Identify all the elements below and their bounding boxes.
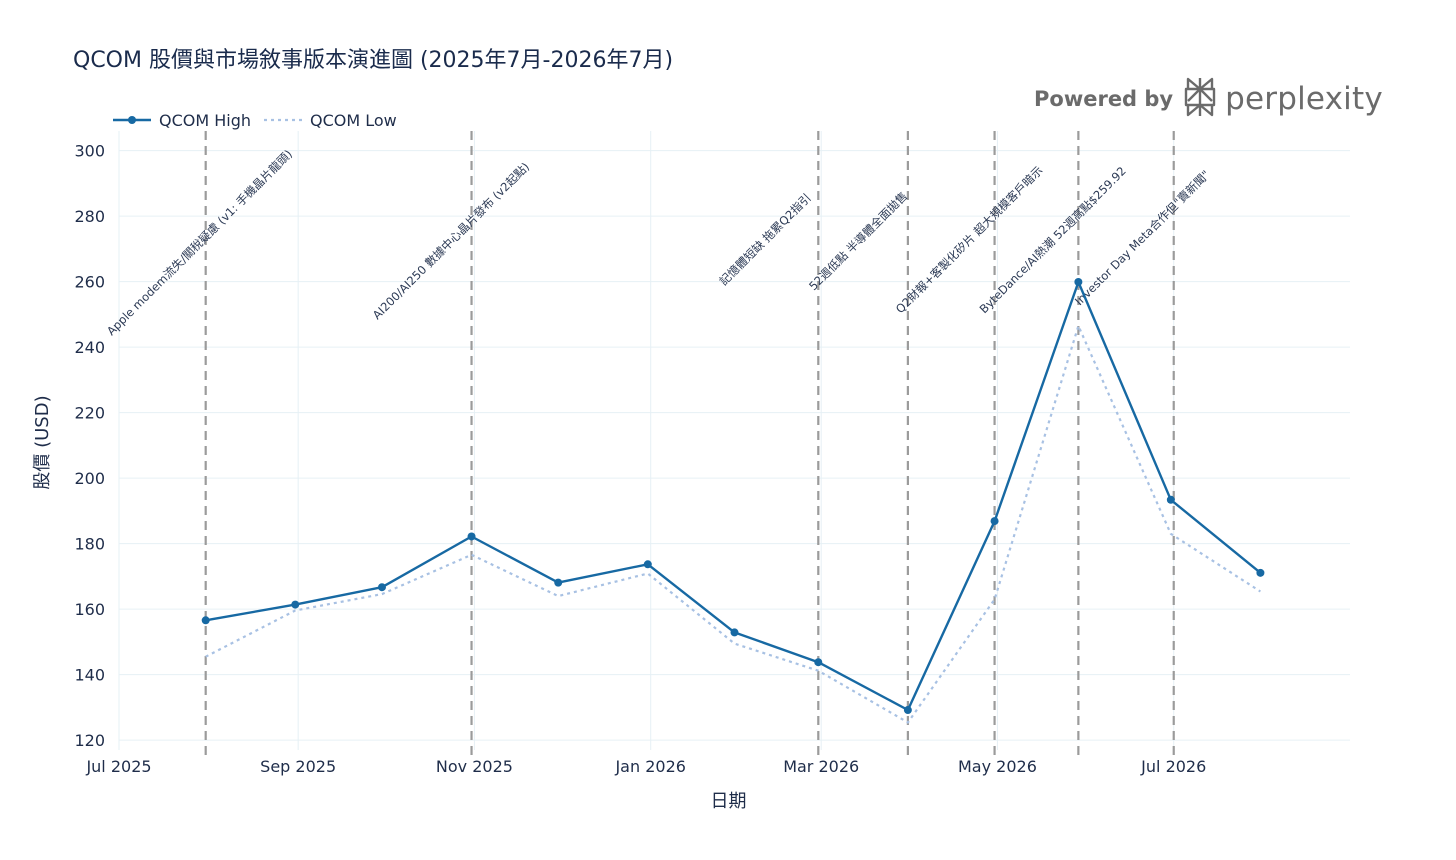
data-point (554, 578, 563, 587)
data-point (1256, 568, 1265, 577)
data-point (1074, 277, 1083, 286)
event-annotation: 52週低點 半導體全面拋售 (806, 189, 910, 293)
x-tick-label: Jul 2025 (85, 757, 151, 776)
y-tick-label: 180 (74, 535, 105, 554)
data-point (990, 517, 999, 526)
y-tick-label: 140 (74, 666, 105, 685)
legend-label-high: QCOM High (159, 111, 251, 130)
grid-layer (118, 131, 1350, 750)
event-annotation: Q2財報+客製化矽片 超大規模客戶暗示 (893, 163, 1046, 316)
data-point (377, 583, 386, 592)
y-tick-label: 120 (74, 731, 105, 750)
x-tick-label: May 2026 (958, 757, 1037, 776)
event-annotation: ByteDance/AI熱潮 52週高點$259.92 (977, 164, 1129, 316)
series-line-low (205, 324, 1261, 724)
event-annotation: AI200/AI250 數據中心晶片發布 (v2起點) (370, 160, 532, 322)
powered-by-label: Powered by (1034, 87, 1174, 111)
data-point (814, 658, 823, 667)
x-tick-label: Mar 2026 (783, 757, 859, 776)
x-axis-title: 日期 (711, 791, 747, 812)
perplexity-wordmark: perplexity (1225, 81, 1383, 117)
y-tick-label: 200 (74, 469, 105, 488)
y-tick-label: 220 (74, 404, 105, 423)
data-point (730, 628, 739, 637)
x-tick-label: Nov 2025 (436, 757, 513, 776)
y-tick-label: 160 (74, 600, 105, 619)
powered-by-brand: Powered by perplexity (1034, 76, 1383, 122)
x-tick-label: Sep 2025 (260, 757, 336, 776)
y-tick-label: 280 (74, 207, 105, 226)
series-line-high (205, 280, 1262, 712)
y-tick-label: 240 (74, 338, 105, 357)
x-tick-label: Jan 2026 (614, 757, 685, 776)
axis-layer: 120 140 160 180 200 220 240 260 280 300 Jul 2025 Se… (32, 142, 1206, 812)
perplexity-logo-icon (1183, 76, 1217, 122)
data-point (201, 616, 210, 625)
series-layer (201, 277, 1265, 724)
data-point (903, 706, 912, 715)
x-tick-label: Jul 2026 (1140, 757, 1206, 776)
y-tick-label: 260 (74, 273, 105, 292)
chart-title: QCOM 股價與市場敘事版本演進圖 (2025年7月-2026年7月) (73, 48, 674, 73)
event-annotation: 記憶體短缺 拖累Q2指引 (717, 191, 814, 288)
legend: QCOM High QCOM Low (113, 111, 397, 130)
legend-marker-high (128, 116, 136, 124)
data-point (643, 560, 652, 569)
y-tick-label: 300 (74, 142, 105, 161)
data-point (1166, 495, 1175, 504)
y-axis-title: 股價 (USD) (32, 395, 53, 489)
event-annotation: Apple modem流失/關稅疑慮 (v1: 手機晶片龍頭) (104, 147, 295, 338)
data-point (467, 532, 476, 541)
legend-label-low: QCOM Low (310, 111, 397, 130)
event-layer: Apple modem流失/關稅疑慮 (v1: 手機晶片龍頭) AI200/AI2… (104, 131, 1213, 756)
data-point (291, 600, 300, 609)
